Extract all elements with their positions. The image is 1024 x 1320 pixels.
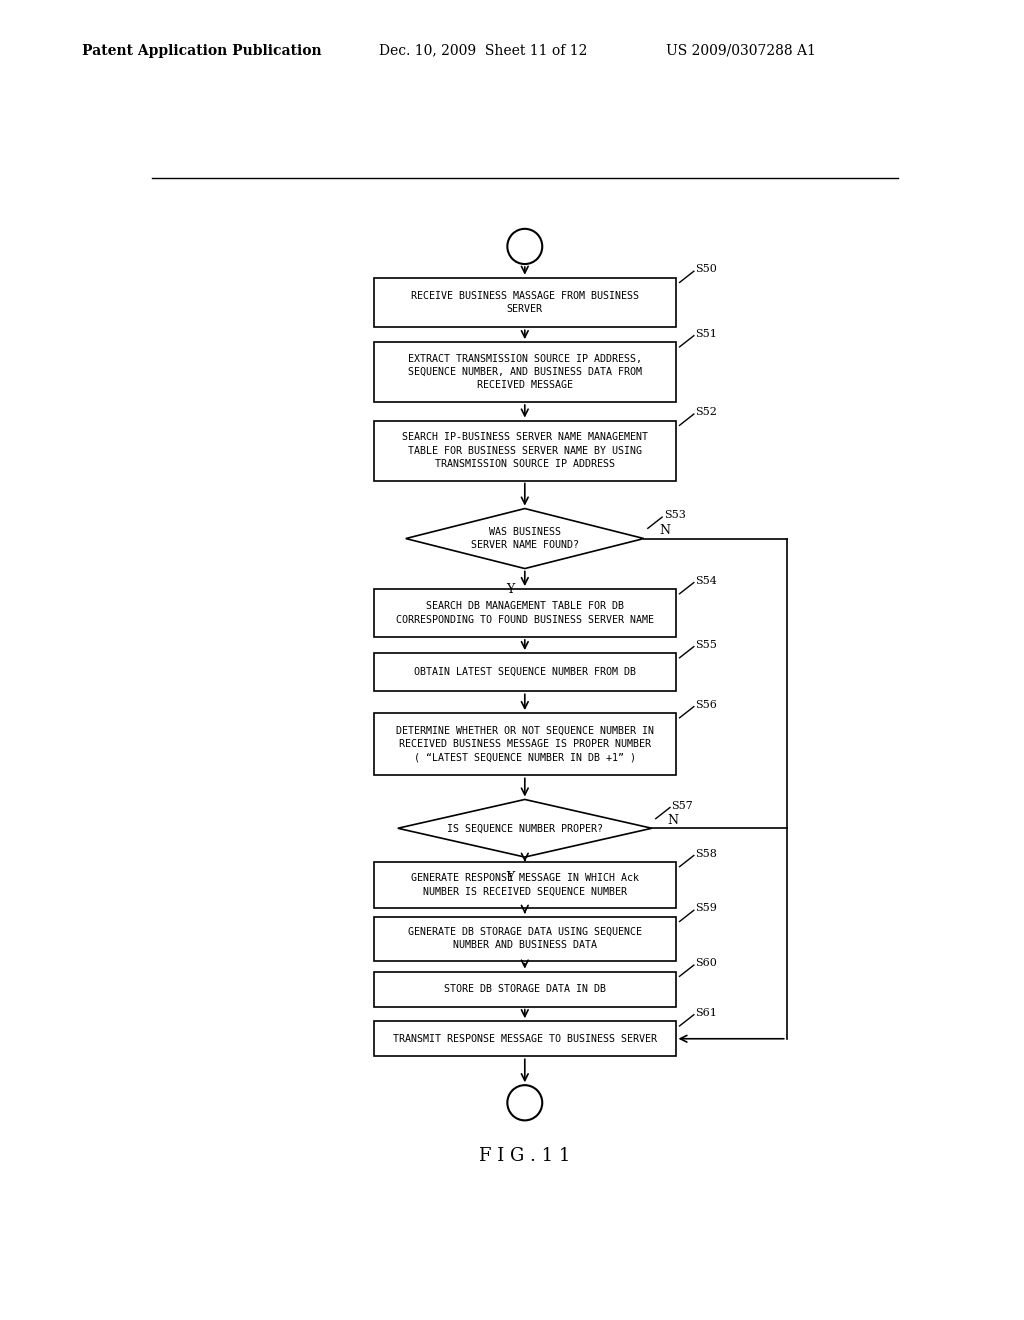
FancyBboxPatch shape <box>374 862 676 908</box>
Text: S57: S57 <box>672 801 693 810</box>
Text: TRANSMIT RESPONSE MESSAGE TO BUSINESS SERVER: TRANSMIT RESPONSE MESSAGE TO BUSINESS SE… <box>393 1034 656 1044</box>
FancyBboxPatch shape <box>374 277 676 327</box>
Circle shape <box>507 228 543 264</box>
Text: DETERMINE WHETHER OR NOT SEQUENCE NUMBER IN
RECEIVED BUSINESS MESSAGE IS PROPER : DETERMINE WHETHER OR NOT SEQUENCE NUMBER… <box>396 726 653 763</box>
Text: Y: Y <box>507 871 515 884</box>
Circle shape <box>507 1085 543 1121</box>
Text: N: N <box>659 524 671 537</box>
Text: GENERATE RESPONSE MESSAGE IN WHICH Ack
NUMBER IS RECEIVED SEQUENCE NUMBER: GENERATE RESPONSE MESSAGE IN WHICH Ack N… <box>411 874 639 896</box>
Text: GENERATE DB STORAGE DATA USING SEQUENCE
NUMBER AND BUSINESS DATA: GENERATE DB STORAGE DATA USING SEQUENCE … <box>408 927 642 950</box>
Text: US 2009/0307288 A1: US 2009/0307288 A1 <box>666 44 815 58</box>
FancyBboxPatch shape <box>374 342 676 403</box>
Text: EXTRACT TRANSMISSION SOURCE IP ADDRESS,
SEQUENCE NUMBER, AND BUSINESS DATA FROM
: EXTRACT TRANSMISSION SOURCE IP ADDRESS, … <box>408 354 642 391</box>
Text: S54: S54 <box>695 576 717 586</box>
FancyBboxPatch shape <box>374 421 676 480</box>
Text: F I G . 1 1: F I G . 1 1 <box>479 1147 570 1164</box>
Text: S50: S50 <box>695 264 717 275</box>
FancyBboxPatch shape <box>374 1022 676 1056</box>
Text: S53: S53 <box>664 511 685 520</box>
FancyBboxPatch shape <box>374 653 676 692</box>
Text: S61: S61 <box>695 1008 717 1018</box>
Text: IS SEQUENCE NUMBER PROPER?: IS SEQUENCE NUMBER PROPER? <box>446 824 603 833</box>
Text: S60: S60 <box>695 958 717 969</box>
Text: S51: S51 <box>695 329 717 339</box>
Text: S52: S52 <box>695 408 717 417</box>
FancyBboxPatch shape <box>374 916 676 961</box>
Text: S56: S56 <box>695 700 717 710</box>
Text: RECEIVE BUSINESS MASSAGE FROM BUSINESS
SERVER: RECEIVE BUSINESS MASSAGE FROM BUSINESS S… <box>411 290 639 314</box>
Polygon shape <box>406 508 644 569</box>
Text: OBTAIN LATEST SEQUENCE NUMBER FROM DB: OBTAIN LATEST SEQUENCE NUMBER FROM DB <box>414 667 636 677</box>
Text: S55: S55 <box>695 640 717 649</box>
FancyBboxPatch shape <box>374 972 676 1007</box>
FancyBboxPatch shape <box>374 589 676 638</box>
Text: S59: S59 <box>695 903 717 913</box>
Text: Y: Y <box>507 583 515 595</box>
Text: S58: S58 <box>695 849 717 859</box>
Text: SEARCH DB MANAGEMENT TABLE FOR DB
CORRESPONDING TO FOUND BUSINESS SERVER NAME: SEARCH DB MANAGEMENT TABLE FOR DB CORRES… <box>396 602 653 624</box>
Text: WAS BUSINESS
SERVER NAME FOUND?: WAS BUSINESS SERVER NAME FOUND? <box>471 527 579 550</box>
Text: SEARCH IP-BUSINESS SERVER NAME MANAGEMENT
TABLE FOR BUSINESS SERVER NAME BY USIN: SEARCH IP-BUSINESS SERVER NAME MANAGEMEN… <box>401 433 648 469</box>
Text: N: N <box>668 813 679 826</box>
FancyBboxPatch shape <box>374 713 676 775</box>
Text: Patent Application Publication: Patent Application Publication <box>82 44 322 58</box>
Polygon shape <box>397 800 652 857</box>
Text: Dec. 10, 2009  Sheet 11 of 12: Dec. 10, 2009 Sheet 11 of 12 <box>379 44 587 58</box>
Text: STORE DB STORAGE DATA IN DB: STORE DB STORAGE DATA IN DB <box>443 985 606 994</box>
